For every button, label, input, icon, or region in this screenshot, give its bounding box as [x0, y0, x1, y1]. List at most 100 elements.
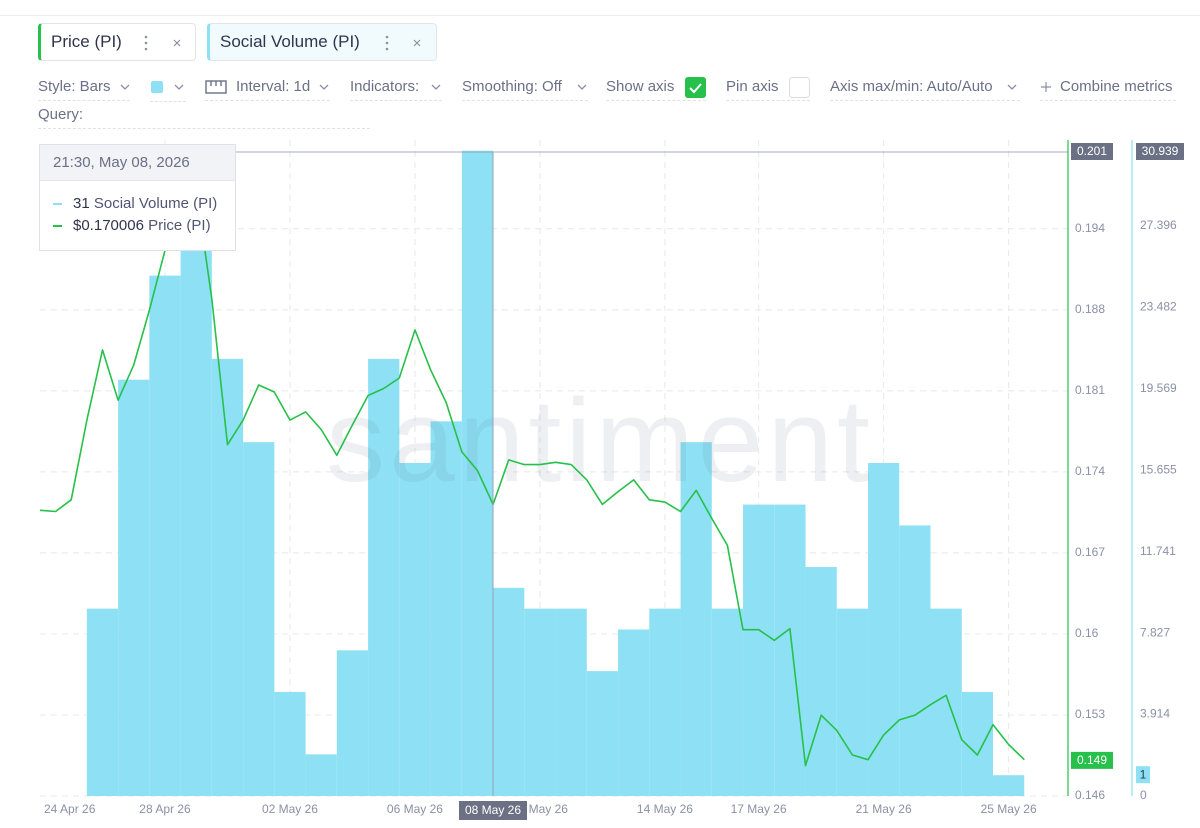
bar: [993, 775, 1025, 796]
y2-marker-bg: [1136, 143, 1184, 160]
y-marker-bg: [1071, 751, 1113, 769]
interval-select[interactable]: Interval: 1d: [205, 78, 330, 101]
ruler-icon: [205, 80, 227, 94]
y-tick-label: 0.194: [1075, 221, 1105, 235]
show-axis[interactable]: Show axis: [606, 77, 706, 101]
y2-tick-label: 23.482: [1140, 299, 1177, 313]
checkbox-checked: [685, 77, 706, 98]
query-input[interactable]: Query:: [38, 106, 370, 129]
bar: [743, 504, 775, 796]
hover-label: 08 May 26: [465, 803, 521, 817]
axis-maxmin-select[interactable]: Axis max/min: Auto/Auto: [830, 78, 1020, 101]
tab-icons: [144, 35, 181, 51]
label: Combine metrics: [1060, 78, 1173, 95]
watermark: santiment: [326, 375, 874, 507]
y-tick-label: 0.181: [1075, 383, 1105, 397]
tooltip-row: 31 Social Volume (PI): [53, 195, 217, 212]
tooltip-value: 31: [73, 195, 90, 212]
bar: [711, 608, 744, 796]
bar: [274, 691, 306, 796]
label: Axis max/min: Auto/Auto: [830, 78, 993, 95]
tooltip-swatch: [53, 225, 62, 228]
y2-tick-label: 7.827: [1140, 625, 1170, 639]
bar: [836, 608, 869, 796]
label: Show axis: [606, 78, 675, 95]
tooltip: 21:30, May 08, 2026 31 Social Volume (PI…: [39, 144, 236, 251]
tooltip-swatch: [53, 203, 62, 206]
label: Smoothing: Off: [462, 78, 562, 95]
label: Pin axis: [726, 78, 779, 95]
bar: [305, 754, 337, 796]
y-tick-label: 0.167: [1075, 545, 1105, 559]
metric-tab[interactable]: Price (PI): [38, 23, 196, 61]
bar: [805, 567, 837, 796]
x-tick-label: 25 May 26: [981, 802, 1037, 816]
y-tick-label: 0.153: [1075, 707, 1105, 721]
bar: [868, 462, 900, 796]
tooltip-series: Social Volume (PI): [93, 195, 218, 212]
y2-marker: 1: [1140, 767, 1147, 781]
bar: [336, 650, 369, 796]
bar: [368, 358, 400, 796]
pin-axis[interactable]: Pin axis: [726, 77, 810, 101]
x-tick-label: 02 May 26: [262, 802, 318, 816]
bar: [399, 462, 431, 796]
tab-label: Social Volume (PI): [220, 32, 360, 51]
y-marker: 0.201: [1077, 144, 1107, 158]
y-marker: 0.149: [1077, 753, 1107, 767]
bar: [243, 442, 275, 796]
tooltip-row: $0.170006 Price (PI): [53, 217, 211, 234]
bar: [680, 442, 712, 796]
bar: [180, 233, 212, 796]
indicators-select[interactable]: Indicators:: [350, 78, 442, 101]
swatch: [151, 81, 163, 93]
top-border: [0, 15, 1200, 16]
smoothing-select[interactable]: Smoothing: Off: [462, 78, 588, 101]
x-tick-label: 14 May 26: [637, 802, 693, 816]
y2-tick-label: 15.655: [1140, 462, 1177, 476]
color-select[interactable]: [150, 78, 186, 102]
hover-label-bg: [459, 801, 527, 820]
combine-metrics[interactable]: Combine metrics: [1040, 78, 1176, 101]
y2-tick-label: 19.569: [1140, 381, 1177, 395]
tab-icons: [385, 35, 421, 51]
bar: [493, 587, 525, 796]
checkbox: [789, 77, 810, 98]
bar: [524, 608, 556, 796]
bar: [555, 608, 587, 796]
tooltip-title: 21:30, May 08, 2026: [40, 145, 235, 181]
y-tick-label: 0.16: [1075, 626, 1099, 640]
x-tick-label: 24 Apr 26: [44, 802, 96, 816]
y2-marker: 30.939: [1142, 144, 1179, 158]
label: Query:: [38, 106, 84, 123]
label: Interval: 1d: [236, 78, 311, 95]
bar: [618, 629, 650, 796]
bar: [899, 525, 931, 796]
bar: [86, 608, 119, 796]
y2-tick-label: 11.741: [1140, 544, 1176, 558]
x-tick-label: 28 Apr 26: [139, 802, 191, 816]
x-tick-label: 17 May 26: [731, 802, 787, 816]
chevrons: [120, 84, 1017, 90]
bar: [118, 379, 150, 796]
label: Style: Bars: [38, 78, 111, 95]
y2-tick-label: 27.396: [1140, 218, 1177, 232]
y2-tick-label: 0: [1140, 788, 1147, 802]
y-marker-bg: [1071, 143, 1113, 160]
bar: [774, 504, 806, 796]
y-tick-label: 0.146: [1075, 788, 1105, 802]
y-tick-label: 0.174: [1075, 464, 1105, 478]
bar: [649, 608, 681, 796]
bar: [211, 358, 244, 796]
style-select[interactable]: Style: Bars: [38, 78, 130, 101]
tooltip-series: Price (PI): [148, 217, 211, 234]
tab-label: Price (PI): [51, 32, 122, 51]
tooltip-value: $0.170006: [73, 217, 144, 234]
metric-tab[interactable]: Social Volume (PI): [207, 23, 437, 61]
bar: [461, 150, 494, 796]
x-tick-label: 06 May 26: [387, 802, 443, 816]
bar: [149, 275, 181, 796]
y2-tick-label: 3.914: [1140, 707, 1170, 721]
